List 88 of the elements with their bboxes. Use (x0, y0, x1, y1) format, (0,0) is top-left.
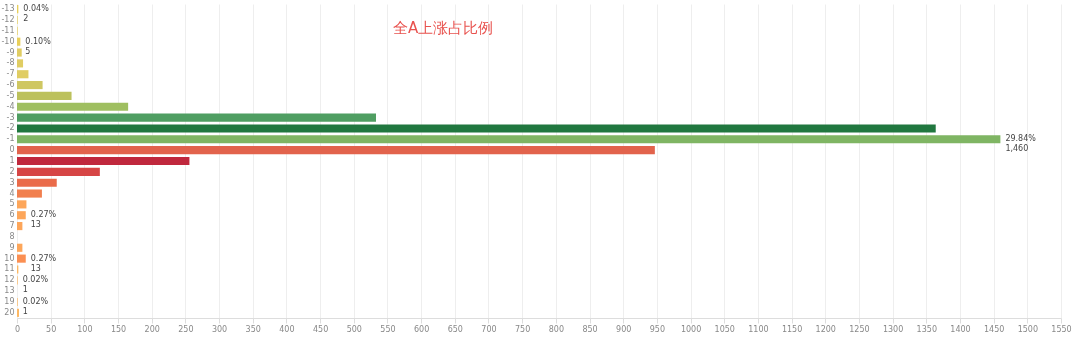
x-tick-label: 300 (211, 324, 228, 334)
y-tick-label: -10 (1, 36, 15, 46)
y-tick-label: 4 (9, 188, 15, 198)
bar (17, 124, 936, 133)
x-tick-label: 250 (178, 324, 194, 334)
x-tick-label: 500 (346, 324, 362, 334)
y-tick-label: -5 (6, 90, 15, 100)
x-tick-label: 1350 (916, 324, 937, 334)
bar (17, 70, 29, 79)
data-label: 0.10% 5 (25, 36, 52, 56)
x-tick-label: 900 (616, 324, 632, 334)
y-tick-label: -2 (6, 123, 15, 133)
x-tick-label: 1200 (815, 324, 836, 334)
x-tick-label: 700 (481, 324, 497, 334)
data-label: 0.04% 2 (23, 4, 50, 24)
x-tick-label: 650 (447, 324, 463, 334)
y-tick-label: 6 (9, 210, 15, 220)
y-tick-label: -13 (1, 4, 15, 14)
bar (17, 211, 26, 220)
bar (17, 135, 1001, 144)
y-tick-label: -6 (6, 80, 15, 90)
x-tick-label: 1300 (882, 324, 904, 334)
x-tick-label: 1250 (849, 324, 870, 334)
bar (17, 156, 190, 166)
x-tick-label: 350 (245, 324, 261, 334)
x-tick-label: 1500 (1017, 324, 1038, 334)
y-tick-label: -8 (6, 58, 15, 68)
bar (17, 243, 23, 252)
bar (17, 146, 655, 155)
x-tick-label: 850 (582, 324, 598, 334)
bar (17, 189, 42, 198)
x-tick-label: 600 (413, 324, 430, 334)
x-tick-label: 400 (279, 324, 295, 334)
x-tick-label: 1100 (748, 324, 769, 334)
x-tick-label: 1000 (680, 324, 702, 334)
x-tick-label: 550 (380, 324, 396, 334)
bar (17, 91, 72, 100)
bar (17, 59, 24, 68)
y-tick-label: -7 (6, 69, 15, 79)
data-label: 29.84% 1,460 (1005, 134, 1037, 154)
y-tick-label: -12 (1, 15, 15, 24)
x-tick-label: 100 (77, 324, 93, 334)
x-tick-label: 950 (649, 324, 666, 334)
y-tick-label: 9 (9, 242, 15, 252)
y-tick-label: 11 (4, 264, 15, 274)
x-tick-label: 1550 (1051, 324, 1072, 334)
bar (17, 200, 27, 209)
bar (17, 167, 100, 176)
y-tick-label: 7 (9, 221, 15, 231)
x-tick-label: 1400 (950, 324, 971, 334)
y-tick-label: 1 (9, 156, 15, 165)
y-tick-label: -9 (6, 47, 15, 57)
data-label: 0.02% 1 (22, 297, 49, 316)
x-tick-label: 1150 (781, 324, 803, 334)
y-tick-label: -1 (6, 134, 15, 144)
bar (17, 102, 129, 111)
x-tick-label: 50 (46, 324, 57, 334)
bar (17, 113, 376, 122)
x-tick-label: 1050 (714, 324, 735, 334)
x-tick-label: 750 (515, 324, 531, 334)
x-tick-label: 150 (110, 324, 127, 334)
y-tick-label: -11 (1, 25, 15, 35)
y-tick-label: 19 (4, 297, 15, 306)
bar (17, 254, 26, 263)
y-tick-label: 2 (9, 166, 15, 176)
y-tick-label: -3 (6, 112, 15, 122)
data-label: 0.02% 1 (22, 275, 49, 295)
x-tick-label: 200 (144, 324, 160, 334)
bar (17, 222, 23, 231)
data-label: 0.27% 13 (30, 253, 57, 273)
bar (17, 48, 22, 57)
bar (17, 308, 20, 317)
data-label: 0.27% 13 (30, 210, 57, 230)
y-tick-label: 12 (4, 275, 15, 285)
y-tick-label: 3 (9, 177, 15, 187)
text: 全A上涨占比例 (393, 19, 494, 37)
y-tick-label: 8 (9, 231, 15, 241)
x-tick-label: 800 (548, 324, 564, 334)
bar (17, 81, 43, 90)
y-tick-label: 10 (4, 253, 15, 263)
y-tick-label: 0 (9, 145, 15, 155)
bar (17, 178, 57, 187)
y-tick-label: 20 (4, 307, 15, 317)
y-tick-label: 13 (4, 286, 15, 296)
y-tick-label: 5 (9, 199, 15, 209)
y-tick-label: -4 (6, 101, 15, 111)
x-tick-label: 450 (312, 324, 329, 334)
x-tick-label: 1450 (983, 324, 1005, 334)
